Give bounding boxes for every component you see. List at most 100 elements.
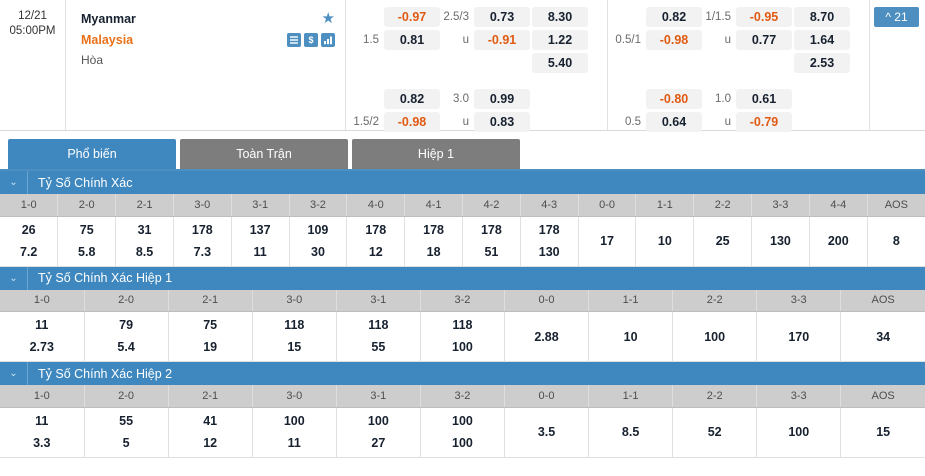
match-date: 12/21 <box>18 10 47 22</box>
odds-cell[interactable]: -0.97 <box>384 7 440 27</box>
odds-cell[interactable]: 8 <box>867 216 925 267</box>
odds-cell[interactable]: 1.64 <box>794 30 850 50</box>
odds-cell[interactable]: 100 100 <box>420 407 505 458</box>
section-title: Tỷ Số Chính Xác Hiệp 2 <box>38 366 173 381</box>
odds-cell[interactable]: 2.88 <box>504 311 590 362</box>
odds-cell[interactable]: 15 <box>840 407 925 458</box>
odds-cell[interactable]: 0.82 <box>646 7 702 27</box>
odds-cell[interactable]: 8.5 <box>588 407 674 458</box>
odds-cell[interactable]: 178 51 <box>462 216 521 267</box>
odds-cell[interactable]: 0.82 <box>384 89 440 109</box>
odds-cell[interactable]: 8.70 <box>794 7 850 27</box>
column-header: 2-2 <box>693 194 753 217</box>
column-header: 1-0 <box>0 385 85 408</box>
odds-cell[interactable]: 170 <box>756 311 842 362</box>
column-header: 1-1 <box>635 194 695 217</box>
odds-cell[interactable]: 31 8.5 <box>115 216 174 267</box>
chevron-down-icon[interactable]: ⌄ <box>0 362 28 385</box>
odds-cell[interactable]: 100 11 <box>252 407 337 458</box>
column-header: 3-1 <box>336 289 421 312</box>
column-header: 1-1 <box>588 385 674 408</box>
odds-cell[interactable]: 10 <box>635 216 695 267</box>
column-header: 3-2 <box>420 289 505 312</box>
odds-cell[interactable]: 0.99 <box>474 89 530 109</box>
tab-popular[interactable]: Phổ biến <box>8 139 176 169</box>
odds-value: 41 <box>203 413 218 428</box>
column-header: 1-0 <box>0 194 59 217</box>
odds-cell[interactable]: 178 7.3 <box>173 216 232 267</box>
odds-cell[interactable]: 34 <box>840 311 925 362</box>
odds-cell[interactable]: 17 <box>578 216 637 267</box>
ou-line-label: 3.0 <box>453 93 469 105</box>
odds-cell[interactable]: -0.79 <box>736 112 792 132</box>
odds-value: 31 <box>137 222 152 237</box>
odds-value: 11 <box>35 413 49 428</box>
odds-cell[interactable]: 0.61 <box>736 89 792 109</box>
odds-cell[interactable]: -0.98 <box>646 30 702 50</box>
handicap-label: 1.5 <box>363 34 379 46</box>
odds-cell[interactable]: 75 19 <box>168 311 253 362</box>
odds-cell[interactable]: 118 55 <box>336 311 421 362</box>
tab-firsthalf[interactable]: Hiệp 1 <box>352 139 520 169</box>
section-header[interactable]: ⌄ Tỷ Số Chính Xác Hiệp 1 <box>0 266 925 290</box>
odds-cell[interactable]: 178 18 <box>404 216 463 267</box>
odds-cell[interactable]: 130 <box>751 216 810 267</box>
odds-cell[interactable]: -0.98 <box>384 112 440 132</box>
odds-cell[interactable]: 0.81 <box>384 30 440 50</box>
odds-value: 178 <box>423 222 445 237</box>
odds-value: 52 <box>707 425 722 439</box>
more-markets-badge[interactable]: ^ 21 <box>874 7 919 27</box>
dollar-icon[interactable]: $ <box>304 32 318 47</box>
stats-list-icon[interactable] <box>287 32 301 47</box>
odds-cell[interactable]: 109 30 <box>289 216 348 267</box>
tab-fulltime[interactable]: Toàn Trận <box>180 139 348 169</box>
odds-cell[interactable]: -0.80 <box>646 89 702 109</box>
column-header: 2-2 <box>672 289 758 312</box>
odds-cell[interactable]: 0.77 <box>736 30 792 50</box>
odds-cell[interactable]: 10 <box>588 311 674 362</box>
odds-cell[interactable]: 8.30 <box>532 7 588 27</box>
odds-cell[interactable]: 55 5 <box>84 407 169 458</box>
odds-cell[interactable]: 100 27 <box>336 407 421 458</box>
odds-cell[interactable]: 100 <box>756 407 842 458</box>
odds-cell[interactable]: 3.5 <box>504 407 590 458</box>
odds-cell[interactable]: 52 <box>672 407 758 458</box>
odds-cell[interactable]: -0.95 <box>736 7 792 27</box>
draw-label: Hòa <box>81 53 104 67</box>
odds-cell[interactable]: 178 12 <box>346 216 406 267</box>
odds-value: 170 <box>788 329 810 344</box>
section-header[interactable]: ⌄ Tỷ Số Chính Xác <box>0 171 925 194</box>
odds-cell[interactable]: 178 130 <box>520 216 579 267</box>
odds-cell[interactable]: 1.22 <box>532 30 588 50</box>
table-row: 26 7.2 75 5.8 31 8.5 178 7.3 137 11 109 30 178 12 178 1… <box>0 216 925 267</box>
odds-cell[interactable]: 75 5.8 <box>57 216 117 267</box>
odds-cell[interactable]: 41 12 <box>168 407 253 458</box>
chevron-down-icon[interactable]: ⌄ <box>0 171 28 194</box>
odds-cell[interactable]: 0.64 <box>646 112 702 132</box>
odds-value: 34 <box>876 329 891 344</box>
bar-chart-icon[interactable] <box>321 32 335 47</box>
odds-grid-row2: -0.80 1.0 0.61 0.5 0.64 u -0.79 <box>614 89 863 132</box>
odds-cell[interactable]: 79 5.4 <box>84 311 169 362</box>
odds-cell[interactable]: -0.91 <box>474 30 530 50</box>
odds-cell[interactable]: 118 100 <box>420 311 505 362</box>
odds-cell[interactable]: 25 <box>693 216 753 267</box>
odds-cell[interactable]: 100 <box>672 311 758 362</box>
odds-cell[interactable]: 200 <box>809 216 868 267</box>
odds-cell[interactable]: 11 3.3 <box>0 407 85 458</box>
odds-value: 12 <box>203 435 218 450</box>
star-icon[interactable]: ★ <box>321 10 335 27</box>
under-label: u <box>462 116 469 128</box>
odds-cell[interactable]: 11 2.73 <box>0 311 85 362</box>
column-header: AOS <box>840 385 925 408</box>
column-header: 1-1 <box>588 289 674 312</box>
chevron-down-icon[interactable]: ⌄ <box>0 266 28 290</box>
odds-cell[interactable]: 5.40 <box>532 53 588 73</box>
section-header[interactable]: ⌄ Tỷ Số Chính Xác Hiệp 2 <box>0 362 925 385</box>
odds-cell[interactable]: 118 15 <box>252 311 337 362</box>
odds-cell[interactable]: 0.73 <box>474 7 530 27</box>
odds-cell[interactable]: 0.83 <box>474 112 530 132</box>
odds-cell[interactable]: 137 11 <box>231 216 290 267</box>
odds-cell[interactable]: 26 7.2 <box>0 216 59 267</box>
odds-cell[interactable]: 2.53 <box>794 53 850 73</box>
